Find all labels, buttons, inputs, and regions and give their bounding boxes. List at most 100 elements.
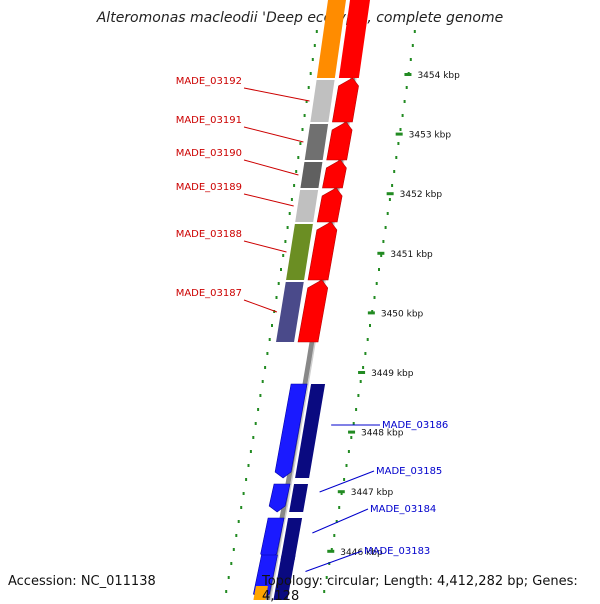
tick-label: 3454 kbp — [417, 71, 460, 81]
gene-label-forward: MADE_03189 — [176, 182, 242, 193]
forward-gene-arrow — [316, 187, 343, 223]
outer-tick-dot — [325, 576, 328, 579]
cog-band — [300, 162, 323, 188]
tick-label: 3453 kbp — [409, 131, 452, 141]
outer-tick-dot — [345, 464, 348, 467]
inner-tick-dot — [264, 366, 267, 369]
inner-tick-dot — [284, 240, 287, 243]
inner-tick-dot — [313, 44, 316, 47]
inner-tick-dot — [288, 212, 291, 215]
outer-tick-dot — [323, 590, 326, 593]
inner-tick-dot — [275, 296, 278, 299]
outer-tick-dot — [405, 86, 408, 89]
inner-tick-dot — [257, 408, 260, 411]
inner-tick-dot — [268, 338, 271, 341]
label-leader — [305, 550, 363, 572]
inner-tick-dot — [293, 184, 296, 187]
inner-tick-dot — [242, 492, 245, 495]
outer-tick-dot — [395, 156, 398, 159]
reverse-cog-band — [295, 384, 326, 478]
label-leader — [312, 508, 369, 534]
tick-label: 3452 kbp — [400, 190, 443, 200]
cog-band — [304, 124, 329, 160]
inner-tick-dot — [237, 520, 240, 523]
inner-tick-dot — [240, 506, 243, 509]
outer-tick-dot — [330, 548, 333, 551]
inner-tick-dot — [280, 268, 282, 271]
forward-gene-arrow — [297, 279, 329, 343]
label-leader — [243, 159, 299, 176]
cog-band — [310, 80, 335, 122]
inner-tick-dot — [261, 380, 264, 383]
label-layer: MADE_03192 MADE_03191 MADE_03190 MADE_03189… — [176, 76, 448, 572]
inner-tick-dot — [303, 114, 306, 117]
inner-tick-dot — [254, 422, 257, 425]
inner-tick-dot — [271, 324, 273, 327]
cog-band — [295, 190, 319, 222]
reverse-gene-arrow — [274, 383, 308, 479]
tick-layer: 3454 kbp 3453 kbp 3452 kbp 3451 kbp 3450 kbp… — [225, 30, 460, 593]
tick-mark — [367, 311, 375, 315]
inner-tick-dot — [249, 450, 252, 453]
inner-tick-dot — [232, 548, 235, 551]
outer-tick-dot — [357, 394, 360, 397]
inner-tick-dot — [311, 58, 314, 61]
outer-tick-dot — [328, 562, 331, 565]
inner-tick-dot — [266, 352, 269, 355]
partial-cog-segment — [316, 0, 346, 78]
outer-tick-dot — [340, 492, 343, 495]
outer-tick-dot — [355, 408, 358, 411]
outer-tick-dot — [352, 422, 355, 425]
gene-layer — [253, 0, 370, 600]
forward-gene-arrow — [332, 77, 359, 123]
partial-strand-segment — [338, 0, 370, 78]
outer-tick-dot — [347, 450, 350, 453]
tick-label: 3448 kbp — [361, 429, 404, 439]
inner-tick-dot — [235, 534, 238, 537]
outer-tick-dot — [380, 254, 383, 257]
tick-label: 3450 kbp — [381, 309, 424, 319]
inner-tick-dot — [309, 72, 312, 75]
gene-label-forward: MADE_03187 — [176, 288, 242, 299]
inner-tick-dot — [282, 254, 285, 257]
tick-mark — [386, 192, 394, 196]
partial-cog-segment-bottom — [253, 586, 268, 600]
inner-tick-dot — [301, 128, 304, 131]
outer-tick-dot — [369, 324, 371, 327]
inner-tick-dot — [252, 436, 255, 439]
forward-gene-arrow — [307, 221, 338, 281]
tick-mark — [395, 132, 403, 136]
cog-band — [276, 282, 304, 342]
outer-tick-dot — [333, 534, 336, 537]
gene-label-reverse: MADE_03186 — [382, 420, 448, 431]
inner-tick-dot — [290, 198, 293, 201]
outer-tick-dot — [391, 184, 394, 187]
outer-tick-dot — [409, 58, 412, 61]
inner-tick-dot — [230, 562, 233, 565]
tick-label: 3449 kbp — [371, 369, 414, 379]
inner-tick-dot — [315, 30, 318, 33]
cog-band — [286, 224, 313, 280]
outer-tick-dot — [386, 212, 389, 215]
outer-tick-dot — [335, 520, 338, 523]
forward-gene-arrow — [326, 121, 353, 161]
reverse-gene-arrow — [268, 483, 291, 513]
outer-tick-dot — [388, 198, 391, 201]
inner-tick-dot — [225, 590, 228, 593]
outer-tick-dot — [338, 506, 341, 509]
inner-tick-dot — [299, 142, 302, 145]
outer-tick-dot — [364, 352, 367, 355]
gene-label-forward: MADE_03192 — [176, 76, 242, 87]
outer-tick-dot — [397, 142, 400, 145]
outer-tick-dot — [384, 226, 387, 229]
inner-tick-dot — [259, 394, 262, 397]
gene-label-forward: MADE_03191 — [176, 115, 242, 126]
outer-tick-dot — [350, 436, 353, 439]
outer-tick-dot — [373, 296, 376, 299]
inner-tick-dot — [295, 170, 298, 173]
inner-tick-dot — [245, 478, 248, 481]
gene-label-reverse: MADE_03185 — [376, 466, 442, 477]
outer-tick-dot — [359, 380, 362, 383]
reverse-cog-band — [273, 555, 296, 600]
tick-label: 3446 kbp — [340, 548, 383, 558]
